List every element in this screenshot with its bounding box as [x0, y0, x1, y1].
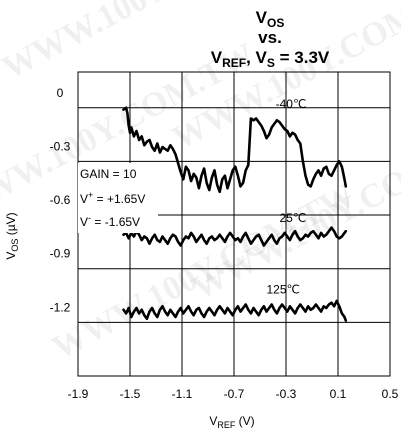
series-label-0: -40℃: [276, 97, 307, 111]
x-axis-label: VREF (V): [209, 414, 254, 430]
chart-title-line3: VREF, VS = 3.3V: [211, 48, 330, 70]
condition-vminus: V- = -1.65V: [80, 213, 140, 229]
x-tick-label: -1.9: [68, 387, 89, 401]
chart-title-line2: vs.: [258, 28, 282, 47]
x-tick-label: 0.1: [330, 387, 347, 401]
x-tick-label: -0.7: [224, 387, 245, 401]
series-line-1: [122, 226, 348, 247]
series-labels: -40℃ 25℃ 125℃: [267, 97, 307, 297]
y-tick-label: -0.9: [50, 247, 71, 261]
chart-title-line1: VOS: [256, 8, 285, 30]
series-group: [122, 106, 348, 322]
x-tick-label: -1.1: [172, 387, 193, 401]
series-label-2: 125℃: [267, 283, 301, 297]
series-label-1: 25℃: [280, 211, 307, 225]
x-tick-label: -1.5: [120, 387, 141, 401]
series-line-2: [122, 299, 348, 322]
y-tick-label: -1.2: [50, 300, 71, 314]
y-tick-label: 0: [57, 86, 64, 100]
series-line-0: [122, 106, 348, 194]
y-tick-label: -0.3: [50, 139, 71, 153]
tick-labels: -1.9 -1.5 -1.1 -0.7 -0.3 0.1 0.5 0 -0.3 -0.6 -0.9 -…: [50, 86, 399, 401]
conditions-box-bg: [78, 163, 158, 233]
y-tick-label: -0.6: [50, 193, 71, 207]
y-axis-label: VOS (µV): [4, 212, 20, 259]
x-tick-label: 0.5: [382, 387, 399, 401]
condition-vplus: V+ = +1.65V: [80, 190, 145, 206]
x-tick-label: -0.3: [276, 387, 297, 401]
condition-gain: GAIN = 10: [80, 167, 137, 181]
